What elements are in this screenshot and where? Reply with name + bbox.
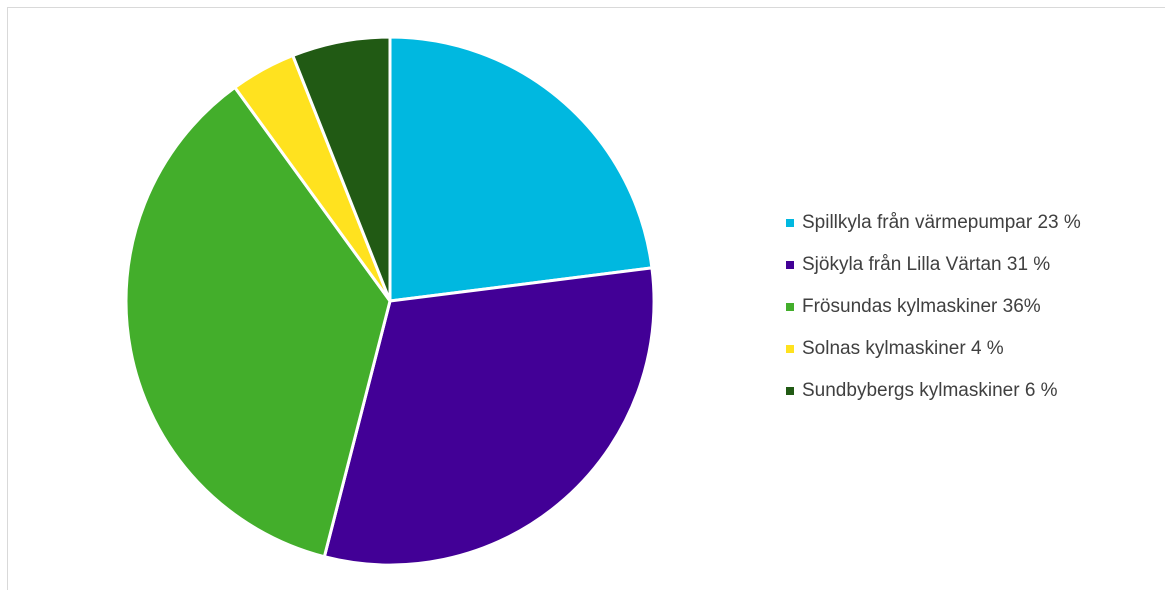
legend-label: Sjökyla från Lilla Värtan 31 % [802, 254, 1051, 275]
legend-swatch [786, 345, 794, 353]
legend-item-solnas: Solnas kylmaskiner 4 % [786, 328, 1156, 370]
legend-label: Frösundas kylmaskiner 36% [802, 296, 1041, 317]
legend-swatch [786, 387, 794, 395]
legend: Spillkyla från värmepumpar 23 % Sjökyla … [786, 202, 1156, 412]
legend-swatch [786, 219, 794, 227]
legend-swatch [786, 261, 794, 269]
legend-label: Spillkyla från värmepumpar 23 % [802, 212, 1081, 233]
legend-item-spillkyla: Spillkyla från värmepumpar 23 % [786, 202, 1156, 244]
pie-slice-1 [322, 266, 656, 567]
pie-slice-0 [388, 35, 654, 303]
pie-slice-4 [291, 35, 392, 303]
legend-label: Sundbybergs kylmaskiner 6 % [802, 380, 1058, 401]
legend-item-frosundas: Frösundas kylmaskiner 36% [786, 286, 1156, 328]
legend-item-sundbybergs: Sundbybergs kylmaskiner 6 % [786, 370, 1156, 412]
legend-item-sjokyla: Sjökyla från Lilla Värtan 31 % [786, 244, 1156, 286]
legend-swatch [786, 303, 794, 311]
legend-label: Solnas kylmaskiner 4 % [802, 338, 1004, 359]
pie-slice-2 [124, 85, 392, 559]
